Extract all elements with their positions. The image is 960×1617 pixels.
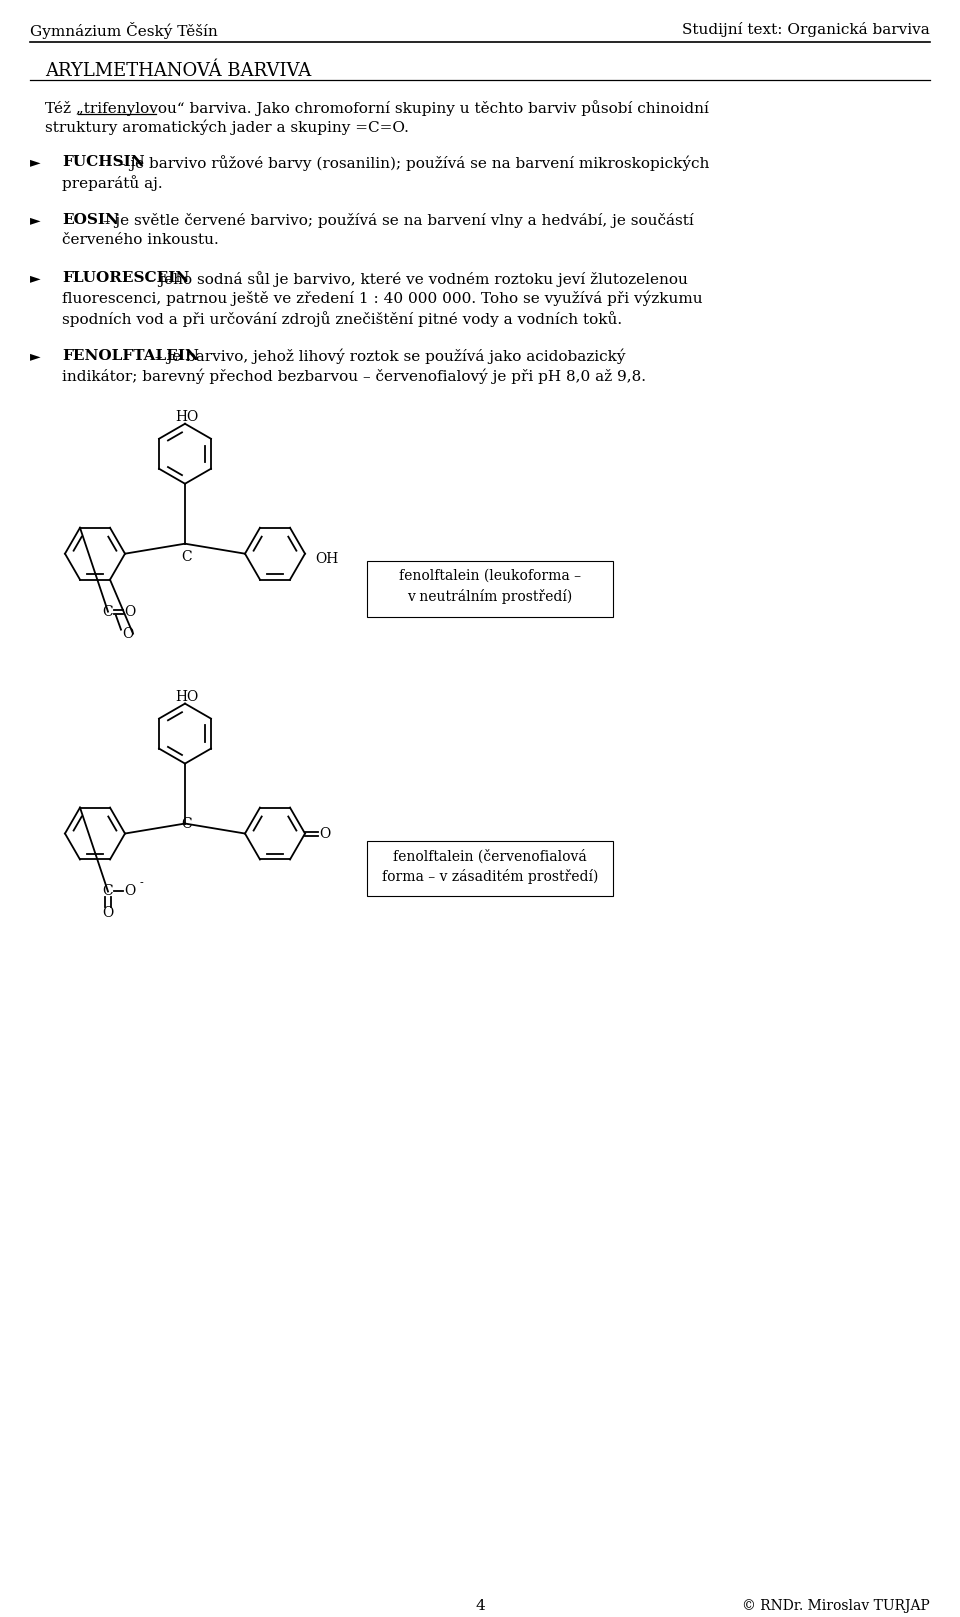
Text: FENOLFTALEIN: FENOLFTALEIN	[62, 349, 199, 362]
Text: OH: OH	[315, 551, 338, 566]
Text: O: O	[320, 826, 330, 841]
Text: – je barvivo, jehož lihový roztok se používá jako acidobazický: – je barvivo, jehož lihový roztok se pou…	[150, 349, 625, 364]
Text: fenolftalein (červenofialová
forma – v zásaditém prostředí): fenolftalein (červenofialová forma – v z…	[382, 849, 598, 884]
Text: C: C	[181, 817, 192, 831]
Text: © RNDr. Miroslav TURJAP: © RNDr. Miroslav TURJAP	[742, 1599, 930, 1614]
Text: Též „trifenylovou“ barviva. Jako chromoforní skupiny u těchto barviv působí chin: Též „trifenylovou“ barviva. Jako chromof…	[45, 100, 708, 116]
Text: -: -	[140, 878, 144, 888]
Text: HO: HO	[175, 409, 199, 424]
Text: O: O	[125, 605, 135, 619]
Text: preparátů aj.: preparátů aj.	[62, 175, 162, 191]
Text: C: C	[181, 550, 192, 564]
Text: EOSIN: EOSIN	[62, 213, 119, 226]
Text: ►: ►	[30, 213, 40, 226]
Text: ARYLMETHANOVÁ BARVIVA: ARYLMETHANOVÁ BARVIVA	[45, 61, 311, 79]
Text: – je světle červené barvivo; používá se na barvení vlny a hedvábí, je součástí: – je světle červené barvivo; používá se …	[99, 213, 694, 228]
Text: O: O	[122, 627, 133, 640]
Text: fluorescenci, patrnou ještě ve zředení 1 : 40 000 000. Toho se využívá při výzku: fluorescenci, patrnou ještě ve zředení 1…	[62, 291, 703, 306]
Text: fenolftalein (leukoforma –
v neutrálním prostředí): fenolftalein (leukoforma – v neutrálním …	[399, 569, 581, 605]
Text: indikátor; barevný přechod bezbarvou – červenofialový je při pH 8,0 až 9,8.: indikátor; barevný přechod bezbarvou – č…	[62, 369, 646, 385]
Text: ►: ►	[30, 349, 40, 362]
FancyBboxPatch shape	[367, 561, 613, 616]
Text: – jeho sodná sůl je barvivo, které ve vodném roztoku jeví žlutozelenou: – jeho sodná sůl je barvivo, které ve vo…	[142, 270, 688, 286]
Text: struktury aromatických jader a skupiny =C=O.: struktury aromatických jader a skupiny =…	[45, 120, 409, 136]
Text: 4: 4	[475, 1599, 485, 1614]
Text: červeného inkoustu.: červeného inkoustu.	[62, 233, 219, 247]
Text: spodních vod a při určování zdrojů znečištění pitné vody a vodních toků.: spodních vod a při určování zdrojů zneči…	[62, 310, 622, 327]
Text: HO: HO	[175, 689, 199, 703]
Text: FUCHSIN: FUCHSIN	[62, 155, 145, 168]
Text: Gymnázium Český Těšín: Gymnázium Český Těšín	[30, 23, 218, 39]
Text: – je barvivo růžové barvy (rosanilin); používá se na barvení mikroskopických: – je barvivo růžové barvy (rosanilin); p…	[113, 155, 709, 171]
Text: C: C	[103, 605, 113, 619]
Text: O: O	[125, 884, 135, 899]
Text: O: O	[103, 907, 113, 920]
Text: FLUORESCEIN: FLUORESCEIN	[62, 270, 189, 285]
FancyBboxPatch shape	[367, 841, 613, 896]
Text: C: C	[103, 884, 113, 899]
Text: Studijní text: Organická barviva: Studijní text: Organická barviva	[683, 23, 930, 37]
Text: ►: ►	[30, 155, 40, 168]
Text: ►: ►	[30, 270, 40, 285]
